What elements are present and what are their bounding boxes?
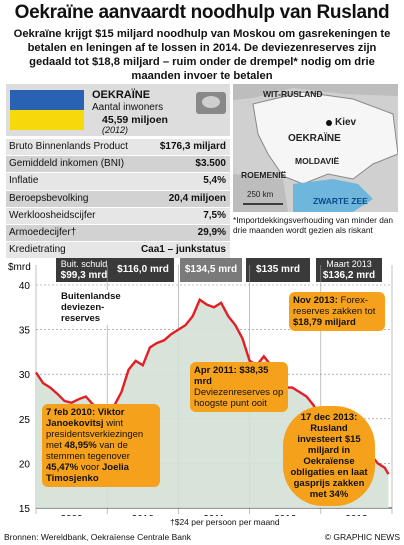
x-tick-label: 2012 bbox=[274, 514, 297, 516]
y-tick-label: 25 bbox=[19, 415, 31, 426]
stat-row: Armoedecijfer† 29,9% bbox=[6, 224, 230, 243]
country-card: OEKRAÏNE Aantal inwoners 45,59 miljoen (… bbox=[6, 84, 230, 136]
callout-apr-2011: Apr 2011: $38,35 mrd Deviezenreserves op … bbox=[190, 362, 288, 412]
ukraine-map: WIT-RUSLAND Kiev OEKRAÏNE MOLDAVIË ROEME… bbox=[233, 84, 398, 212]
copyright: © GRAPHIC NEWS bbox=[324, 532, 400, 542]
x-axis-ticks: 2009 2010 2011 2012 2013 bbox=[60, 514, 367, 516]
y-axis-ticks: 15 20 25 30 35 40 bbox=[19, 281, 31, 515]
debt-bar: Maart 2013 $136,2 mrd bbox=[316, 258, 382, 282]
stat-row: Inflatie 5,4% bbox=[6, 173, 230, 191]
map-label: Kiev bbox=[335, 117, 357, 128]
debt-bar: $135 mrd bbox=[246, 258, 310, 282]
ukraine-flag-icon bbox=[10, 90, 84, 130]
y-tick-label: 35 bbox=[19, 326, 31, 337]
y-axis-label: $mrd bbox=[8, 262, 31, 273]
map-shapes bbox=[233, 84, 398, 212]
map-label: MOLDAVIË bbox=[295, 156, 340, 166]
y-tick-label: 20 bbox=[19, 459, 31, 470]
callout-dec-2013: 17 dec 2013: Rusland investeert $15 milj… bbox=[283, 406, 375, 506]
callout-feb-2010: 7 feb 2010: Viktor Janoekovitsj wint pre… bbox=[42, 404, 160, 487]
page-subtitle: Oekraïne krijgt $15 miljard noodhulp van… bbox=[13, 28, 391, 82]
debt-bar: $134,5 mrd bbox=[180, 258, 242, 282]
y-tick-label: 15 bbox=[19, 504, 31, 515]
locator-map-icon bbox=[196, 92, 226, 114]
population-year: (2012) bbox=[102, 125, 129, 135]
callout-nov-2013: Nov 2013: Forex-reserves zakken tot $18,… bbox=[289, 292, 385, 331]
poverty-footnote: †$24 per persoon per maand bbox=[170, 517, 280, 527]
stat-row: Beroepsbevolking 20,4 miljoen bbox=[6, 190, 230, 208]
population-label: Aantal inwoners bbox=[92, 102, 164, 113]
stat-row: Bruto Binnenlands Product $176,3 miljard bbox=[6, 139, 230, 157]
page-title: Oekraïne aanvaardt noodhulp van Rusland bbox=[14, 2, 390, 23]
stats-table: Bruto Binnenlands Product $176,3 miljard … bbox=[6, 139, 230, 260]
source-credit: Bronnen: Wereldbank, Oekraïense Centrale… bbox=[4, 532, 191, 542]
series-label: Buitenlandse deviezen-reserves bbox=[60, 290, 138, 325]
x-tick-label: 2010 bbox=[132, 514, 155, 516]
x-tick-label: 2011 bbox=[203, 514, 225, 516]
map-label: OEKRAÏNE bbox=[288, 133, 341, 144]
map-scale: 250 km bbox=[247, 190, 274, 199]
y-tick-label: 30 bbox=[19, 370, 31, 381]
debt-bar: $116,0 mrd bbox=[112, 258, 174, 282]
x-tick-label: 2009 bbox=[60, 514, 83, 516]
stat-row: Gemiddeld inkomen (BNI) $3.500 bbox=[6, 156, 230, 174]
y-tick-label: 40 bbox=[19, 281, 31, 292]
population-value: 45,59 miljoen bbox=[102, 114, 168, 126]
x-tick-label: 2013 bbox=[345, 514, 368, 516]
stat-row: Werkloosheidscijfer 7,5% bbox=[6, 207, 230, 225]
country-name: OEKRAÏNE bbox=[92, 89, 151, 101]
map-label: WIT-RUSLAND bbox=[263, 89, 323, 99]
debt-bar: Buit. schuld $99,3 mrd bbox=[56, 258, 112, 282]
stat-row: Kredietrating Caa1 – junkstatus bbox=[6, 242, 230, 260]
map-label: ZWARTE ZEE bbox=[313, 196, 368, 206]
map-label: ROEMENIË bbox=[241, 170, 287, 180]
footnote-import-cover: *Importdekkingsverhouding van minder dan… bbox=[233, 215, 394, 235]
